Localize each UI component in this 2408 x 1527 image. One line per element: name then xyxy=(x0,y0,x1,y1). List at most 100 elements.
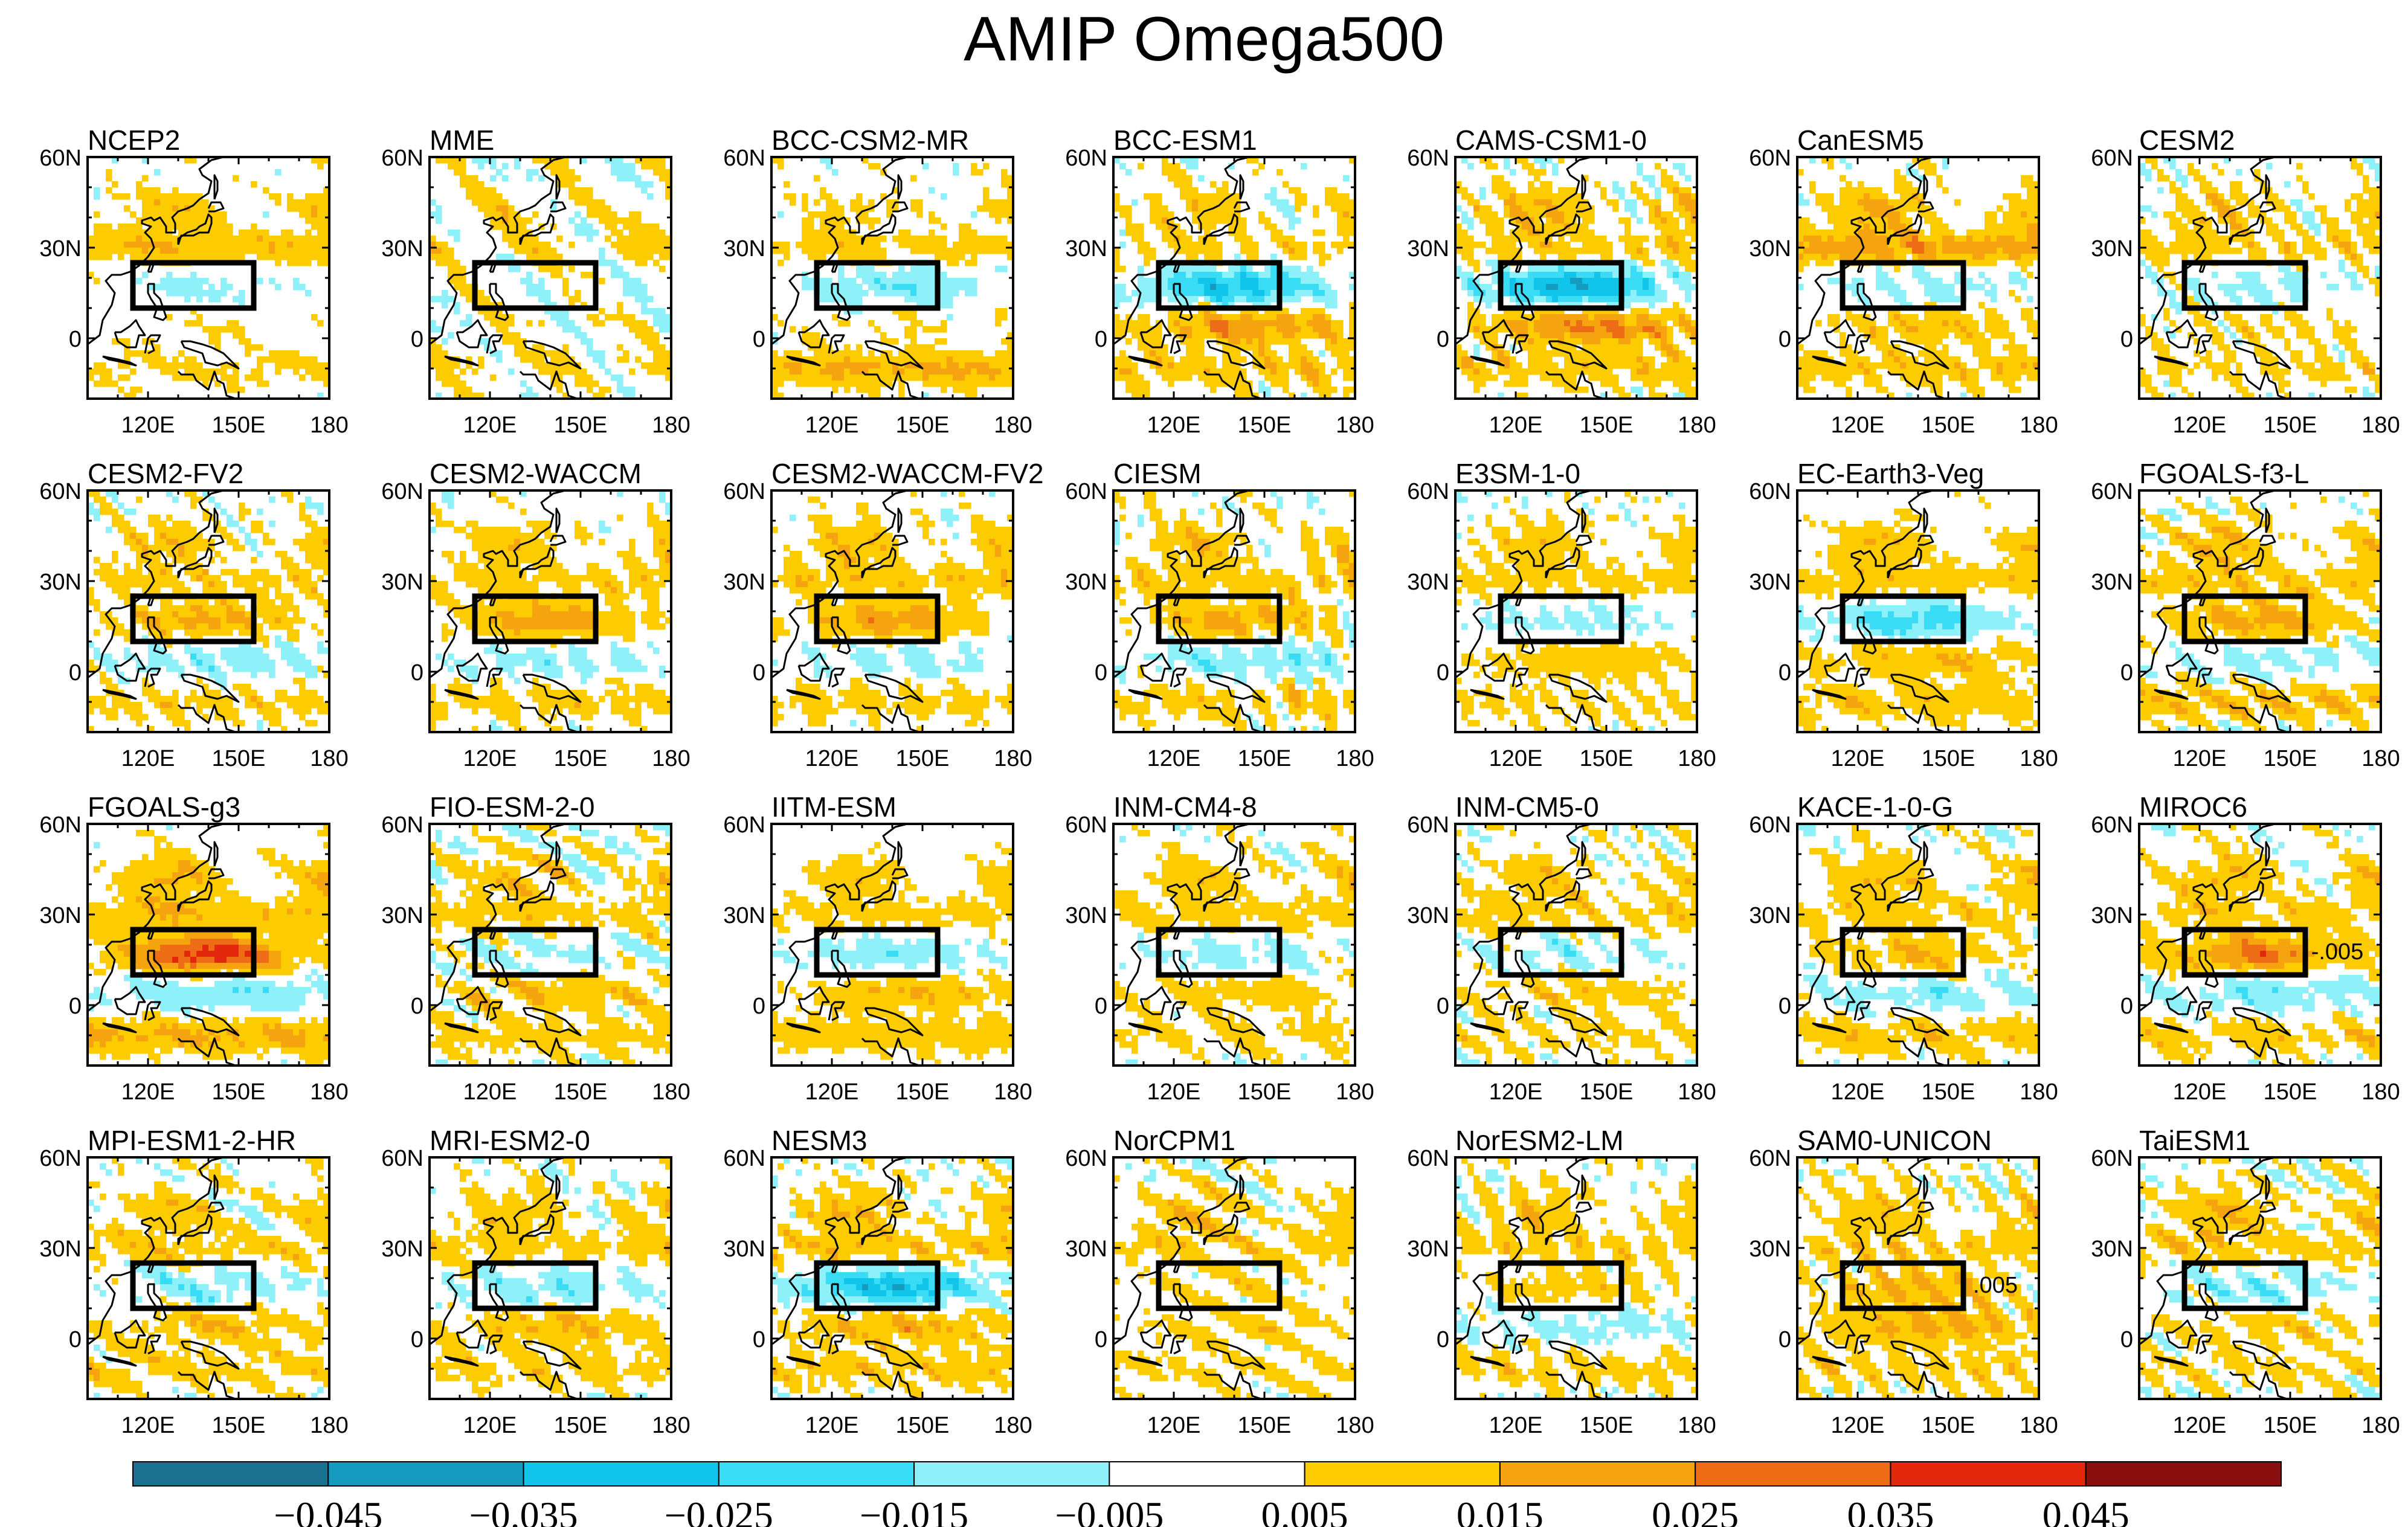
field-cell xyxy=(1307,368,1313,375)
field-cell xyxy=(1558,326,1565,333)
field-cell xyxy=(1631,199,1637,206)
field-cell xyxy=(478,393,484,399)
x-tick-label: 120E xyxy=(1489,413,1543,438)
field-cell xyxy=(2015,254,2021,260)
field-cell xyxy=(496,223,503,230)
coast-line xyxy=(114,319,146,349)
field-cell xyxy=(233,332,239,339)
field-cell xyxy=(916,375,923,381)
field-cell xyxy=(2027,211,2033,218)
field-cell xyxy=(1803,199,1810,206)
field-cell xyxy=(1492,350,1498,357)
field-cell xyxy=(653,320,660,327)
field-cell xyxy=(647,344,654,351)
field-cell xyxy=(959,375,965,381)
field-cell xyxy=(623,169,629,176)
field-cell xyxy=(1301,332,1307,339)
field-cell xyxy=(1498,230,1504,236)
field-cell xyxy=(1661,314,1667,321)
field-cell xyxy=(514,266,521,272)
field-cell xyxy=(1270,296,1277,303)
field-cell xyxy=(868,254,875,260)
field-cell xyxy=(1827,260,1834,266)
field-cell xyxy=(929,236,935,242)
field-cell xyxy=(1966,254,1973,260)
field-cell xyxy=(1685,368,1692,375)
field-cell xyxy=(287,356,294,363)
field-cell xyxy=(1655,326,1661,333)
field-cell xyxy=(1156,205,1162,212)
field-cell xyxy=(587,223,593,230)
field-cell xyxy=(1900,332,1907,339)
field-cell xyxy=(1546,278,1553,285)
field-cell xyxy=(832,290,839,297)
field-cell xyxy=(1685,290,1692,297)
field-cell xyxy=(1534,368,1540,375)
field-cell xyxy=(1510,356,1516,363)
field-cell xyxy=(1289,242,1295,248)
field-cell xyxy=(941,193,947,200)
field-cell xyxy=(1510,236,1516,242)
field-cell xyxy=(880,284,887,291)
field-cell xyxy=(1210,308,1217,315)
field-cell xyxy=(1246,254,1253,260)
field-cell xyxy=(214,217,221,224)
field-cell xyxy=(1618,344,1625,351)
field-cell xyxy=(227,242,233,248)
field-cell xyxy=(293,278,300,285)
field-cell xyxy=(100,230,106,236)
field-cell xyxy=(1479,375,1486,381)
field-cell xyxy=(1858,284,1864,291)
field-cell xyxy=(1174,230,1180,236)
field-cell xyxy=(1576,236,1583,242)
field-cell xyxy=(1289,223,1295,230)
field-cell xyxy=(514,242,521,248)
field-cell xyxy=(178,217,185,224)
field-cell xyxy=(1978,362,1985,369)
field-cell xyxy=(1846,308,1852,315)
field-cell xyxy=(1301,308,1307,315)
field-cell xyxy=(293,284,300,291)
field-cell xyxy=(1655,296,1661,303)
field-cell xyxy=(1319,362,1325,369)
field-cell xyxy=(1600,375,1607,381)
field-cell xyxy=(1498,175,1504,182)
field-cell xyxy=(1673,223,1679,230)
field-cell xyxy=(556,254,563,260)
field-cell xyxy=(856,199,863,206)
field-cell xyxy=(1612,199,1619,206)
field-cell xyxy=(2181,181,2188,188)
field-cell xyxy=(1113,205,1120,212)
field-cell xyxy=(1612,375,1619,381)
field-cell xyxy=(1624,356,1631,363)
field-cell xyxy=(1924,248,1931,254)
field-cell xyxy=(1966,387,1973,393)
field-cell xyxy=(502,163,509,170)
field-cell xyxy=(826,296,832,303)
region-box xyxy=(130,260,257,311)
field-cell xyxy=(1618,350,1625,357)
field-cell xyxy=(544,254,551,260)
field-cell xyxy=(1803,368,1810,375)
field-cell xyxy=(1234,296,1241,303)
field-cell xyxy=(1606,368,1613,375)
field-cell xyxy=(1888,248,1895,254)
field-cell xyxy=(1667,181,1673,188)
field-cell xyxy=(1582,308,1589,315)
field-cell xyxy=(2003,381,2009,387)
field-cell xyxy=(166,217,173,224)
field-cell xyxy=(1827,193,1834,200)
field-cell xyxy=(1894,187,1901,194)
field-cell xyxy=(1685,260,1692,266)
field-cell xyxy=(1234,278,1241,285)
field-cell xyxy=(868,266,875,272)
field-cell xyxy=(490,217,497,224)
field-cell xyxy=(1643,175,1649,182)
field-cell xyxy=(496,254,503,260)
field-cell xyxy=(1966,314,1973,321)
field-cell xyxy=(1264,368,1271,375)
field-cell xyxy=(581,338,587,345)
field-cell xyxy=(317,205,324,212)
field-cell xyxy=(293,254,300,260)
field-cell xyxy=(1349,326,1355,333)
